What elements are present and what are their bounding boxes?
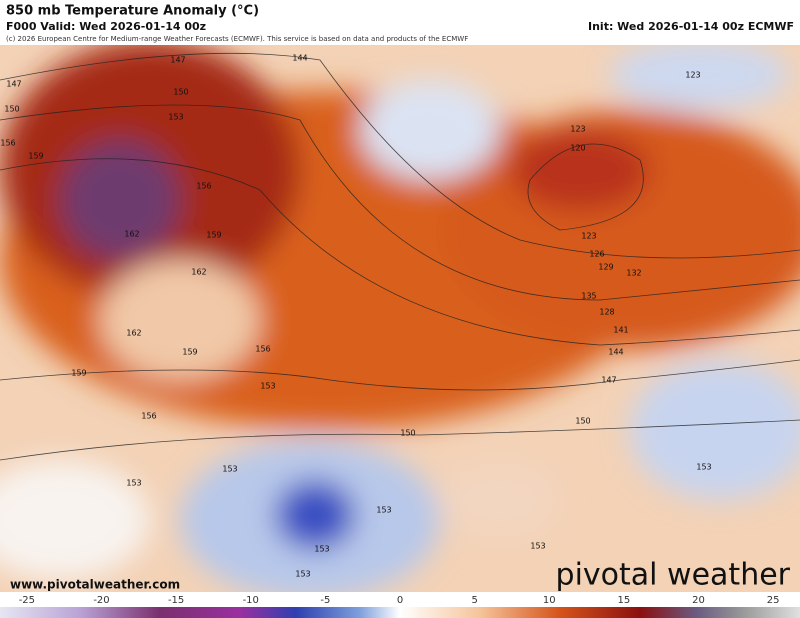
contour-label: 150 [4,105,19,114]
contour-label: 132 [626,269,641,278]
colorbar-tick-label: 25 [767,595,780,606]
contour-label: 153 [376,506,391,515]
init-time: Init: Wed 2026-01-14 00z ECMWF [588,20,794,33]
contour-label: 162 [124,230,139,239]
contour-label: 153 [222,465,237,474]
map [0,45,800,592]
contour-label: 156 [196,182,211,191]
contour-label: 147 [170,56,185,65]
contour-label: 150 [575,417,590,426]
contour-label: 153 [314,545,329,554]
contour-label: 153 [260,382,275,391]
contour-label: 128 [599,308,614,317]
contour-label: 126 [589,250,604,259]
contour-label: 159 [206,231,221,240]
contour-label: 153 [530,542,545,551]
contour-label: 156 [141,412,156,421]
contour-label: 159 [182,348,197,357]
contour-label: 123 [685,71,700,80]
contour-label: 162 [191,268,206,277]
contour-label: 153 [696,463,711,472]
colorbar-tick-label: -20 [93,595,109,606]
colorbar-tick-label: 5 [471,595,477,606]
colorbar-tick-label: 0 [397,595,403,606]
contour-label: 150 [173,88,188,97]
title: 850 mb Temperature Anomaly (°C) [6,4,259,19]
contour-label: 135 [581,292,596,301]
contour-label: 153 [126,479,141,488]
contour-label: 156 [0,139,15,148]
contour-label: 123 [581,232,596,241]
contour-label: 159 [28,152,43,161]
colorbar-tick-label: 15 [618,595,631,606]
colorbar-tick-label: -25 [19,595,35,606]
contour-label: 144 [608,348,623,357]
website: www.pivotalweather.com [10,578,180,592]
brand: pivotal weather [556,558,791,593]
colorbar-tick-label: -10 [243,595,259,606]
colorbar-tick-label: -15 [168,595,184,606]
valid-time: F000 Valid: Wed 2026-01-14 00z [6,20,206,33]
colorbar [0,607,800,618]
contour-label: 153 [295,570,310,579]
contour-label: 144 [292,54,307,63]
contour-label: 129 [598,263,613,272]
contour-label: 150 [400,429,415,438]
contour-label: 156 [255,345,270,354]
contour-label: 123 [570,125,585,134]
contour-label: 162 [126,329,141,338]
contour-label: 147 [601,376,616,385]
contour-label: 159 [71,369,86,378]
contour-label: 120 [570,144,585,153]
contour-label: 147 [6,80,21,89]
colorbar-tick-label: -5 [320,595,330,606]
colorbar-tick-label: 10 [543,595,556,606]
credit: (c) 2026 European Centre for Medium-rang… [6,35,468,43]
colorbar-tick-label: 20 [692,595,705,606]
contour-label: 153 [168,113,183,122]
contour-label: 141 [613,326,628,335]
